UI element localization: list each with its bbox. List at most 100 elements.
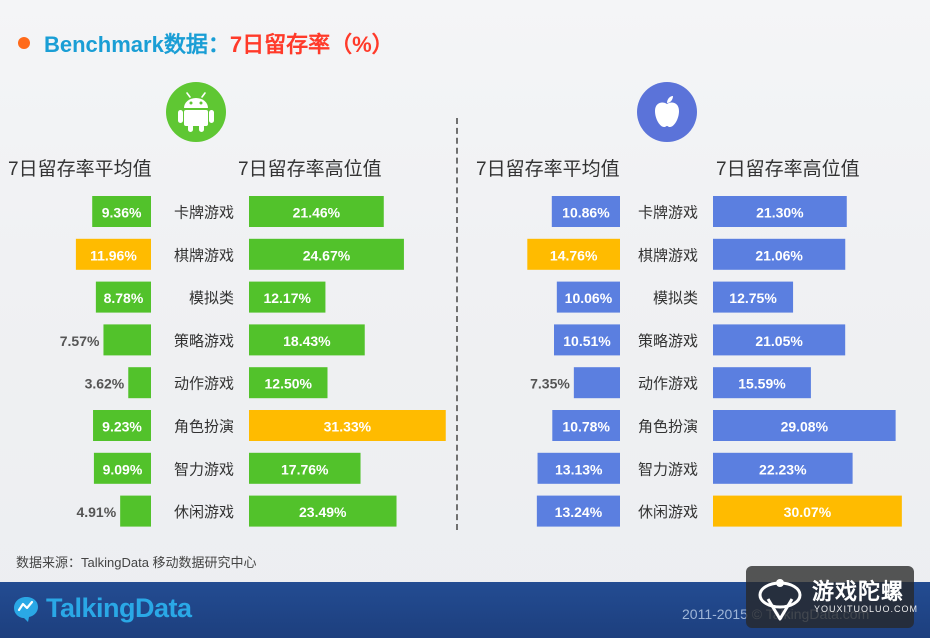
ios-high-bar-1: [713, 238, 846, 270]
ios-avg-label-4: 7.35%: [530, 376, 570, 392]
android-high-bar-7: [249, 495, 397, 527]
android-high-label-3: 18.43%: [283, 333, 331, 349]
android-high-bar-0: [249, 196, 384, 227]
android-category-0: 卡牌游戏: [174, 204, 234, 222]
android-avg-bar-0: [92, 196, 151, 227]
android-category-3: 策略游戏: [174, 332, 234, 350]
ios-category-5: 角色扮演: [638, 418, 698, 436]
ios-category-7: 休闲游戏: [638, 503, 698, 521]
ios-avg-label-2: 10.06%: [565, 290, 613, 306]
android-high-label-4: 12.50%: [265, 376, 313, 392]
android-avg-label-4: 3.62%: [85, 376, 125, 392]
ios-avg-label-1: 14.76%: [550, 247, 598, 263]
ios-high-bar-0: [713, 196, 847, 227]
ios-category-2: 模拟类: [653, 289, 698, 307]
android-avg-label-2: 8.78%: [104, 290, 144, 306]
android-logo-icon: [166, 82, 226, 142]
android-high-label-0: 21.46%: [293, 205, 341, 221]
ios-avg-label-7: 13.24%: [555, 504, 603, 520]
android-high-label-5: 31.33%: [324, 419, 372, 435]
ios-high-bar-5: [713, 410, 896, 441]
brand-logo: TalkingData: [12, 593, 192, 624]
panel-divider: [456, 118, 458, 530]
android-high-label-2: 12.17%: [263, 290, 311, 306]
ios-avg-bar-4: [573, 367, 620, 399]
android-category-4: 动作游戏: [174, 375, 234, 393]
bullet-dot-icon: [18, 37, 30, 49]
android-avg-label-3: 7.57%: [60, 333, 100, 349]
ios-high-bar-7: [713, 495, 902, 527]
ios-category-0: 卡牌游戏: [638, 204, 698, 222]
data-source-note: 数据来源：TalkingData 移动数据研究中心: [16, 555, 257, 570]
ios-high-bar-3: [713, 324, 846, 356]
ios-high-label-4: 15.59%: [738, 376, 786, 392]
android-high-bar-5: [249, 410, 446, 441]
retention-bar-chart: 9.36% 卡牌游戏 21.46% 11.96% 棋牌游戏 24.67% 8.78% 模拟类 1…: [60, 196, 902, 527]
brand-name: TalkingData: [46, 593, 192, 623]
title-metric: 7日留存率（%）: [229, 32, 394, 57]
android-category-6: 智力游戏: [174, 460, 234, 478]
android-avg-bar-6: [93, 452, 151, 484]
ios-high-label-6: 22.23%: [759, 461, 807, 477]
android-high-label-1: 24.67%: [303, 247, 351, 263]
android-high-bar-3: [249, 324, 365, 356]
ios-avg-bar-7: [536, 495, 620, 527]
ios-category-3: 策略游戏: [638, 332, 698, 350]
android-avg-bar-5: [93, 410, 151, 441]
android-avg-label-5: 9.23%: [102, 419, 142, 435]
android-category-5: 角色扮演: [174, 418, 234, 436]
ios-category-1: 棋牌游戏: [638, 246, 698, 264]
watermark-badge: 游戏陀螺 YOUXITUOLUO.COM: [746, 566, 917, 628]
ios-avg-label-0: 10.86%: [562, 205, 610, 221]
android-high-bar-4: [249, 367, 328, 399]
android-avg-bar-3: [103, 324, 151, 356]
ios-avg-header: 7日留存率平均值: [476, 159, 620, 180]
watermark-url: YOUXITUOLUO.COM: [814, 604, 919, 614]
ios-avg-bar-5: [552, 410, 620, 441]
ios-high-label-2: 12.75%: [729, 290, 777, 306]
android-avg-bar-1: [75, 238, 151, 270]
android-avg-header: 7日留存率平均值: [8, 159, 152, 180]
android-avg-label-6: 9.09%: [103, 461, 143, 477]
ios-high-label-5: 29.08%: [781, 419, 829, 435]
android-avg-label-0: 9.36%: [102, 205, 142, 221]
apple-logo-icon: [637, 82, 697, 142]
android-high-bar-2: [249, 281, 326, 313]
ios-category-6: 智力游戏: [638, 460, 698, 478]
android-avg-label-7: 4.91%: [76, 504, 116, 520]
android-high-label-7: 23.49%: [299, 504, 347, 520]
ios-avg-bar-6: [537, 452, 620, 484]
ios-high-bar-2: [713, 281, 794, 313]
ios-high-label-1: 21.06%: [755, 247, 803, 263]
android-high-bar-1: [249, 238, 404, 270]
spinning-top-icon: [758, 579, 802, 621]
title-benchmark: Benchmark数据：: [44, 32, 230, 57]
ios-avg-label-3: 10.51%: [563, 333, 611, 349]
android-avg-bar-2: [95, 281, 151, 313]
ios-high-label-0: 21.30%: [756, 205, 804, 221]
ios-high-label-7: 30.07%: [784, 504, 832, 520]
ios-high-bar-4: [713, 367, 811, 399]
android-high-bar-6: [249, 452, 361, 484]
ios-category-4: 动作游戏: [638, 375, 698, 393]
ios-high-bar-6: [713, 452, 853, 484]
page-title: Benchmark数据： 7日留存率（%）: [18, 28, 394, 58]
ios-avg-label-6: 13.13%: [555, 461, 603, 477]
android-high-header: 7日留存率高位值: [238, 159, 382, 180]
ios-avg-bar-0: [551, 196, 620, 227]
watermark-name: 游戏陀螺: [812, 579, 905, 604]
android-high-label-6: 17.76%: [281, 461, 329, 477]
android-category-1: 棋牌游戏: [174, 246, 234, 264]
android-avg-label-1: 11.96%: [90, 247, 137, 263]
ios-high-header: 7日留存率高位值: [716, 159, 860, 180]
ios-avg-label-5: 10.78%: [562, 419, 610, 435]
ios-avg-bar-2: [556, 281, 620, 313]
ios-high-label-3: 21.05%: [755, 333, 803, 349]
android-category-7: 休闲游戏: [174, 503, 234, 521]
ios-avg-bar-1: [527, 238, 620, 270]
android-avg-bar-4: [128, 367, 151, 399]
android-avg-bar-7: [120, 495, 151, 527]
talkingdata-logo-icon: [14, 596, 38, 622]
android-category-2: 模拟类: [189, 289, 234, 307]
ios-avg-bar-3: [553, 324, 620, 356]
